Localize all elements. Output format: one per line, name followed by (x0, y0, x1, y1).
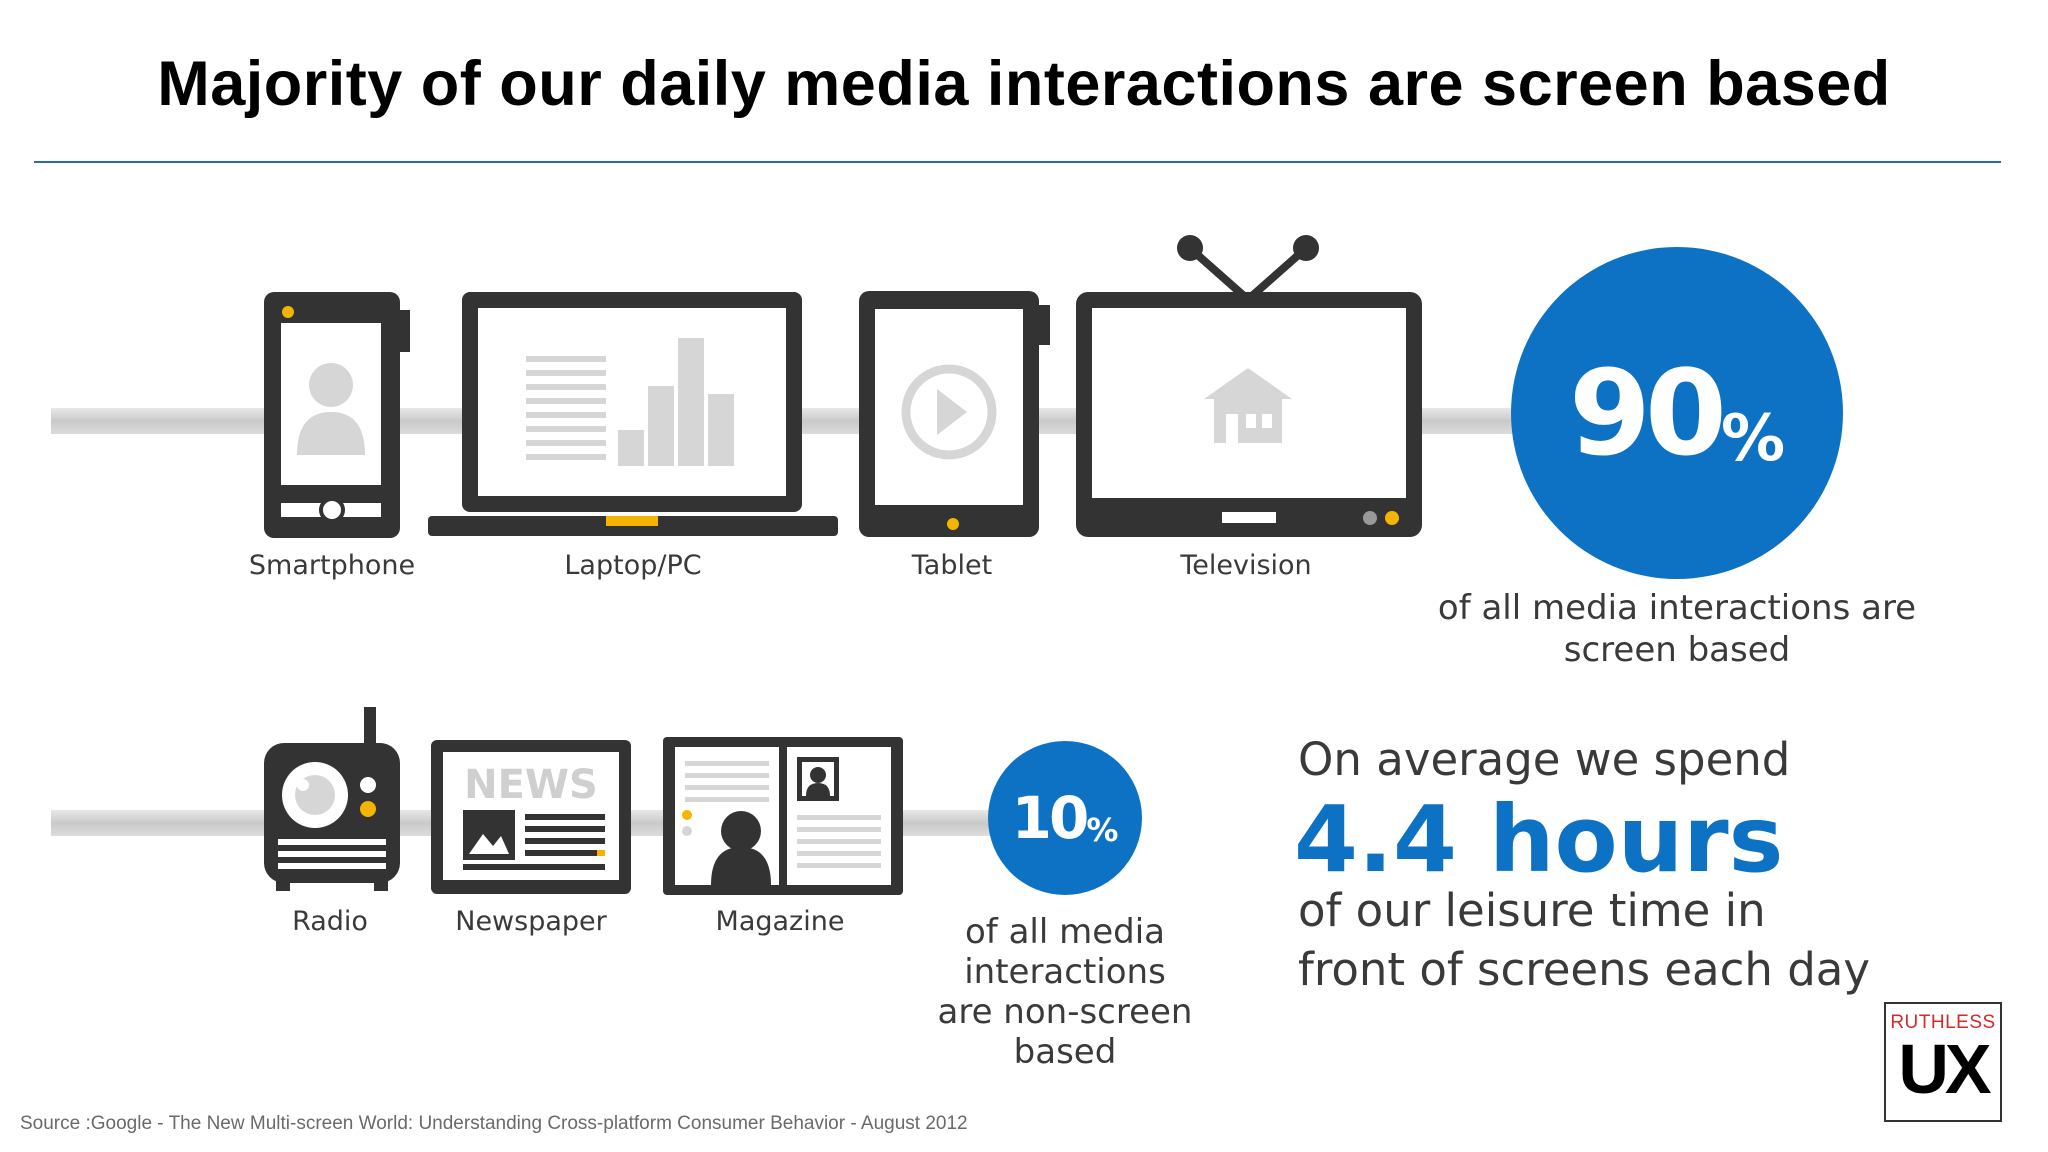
device-label-laptop: Laptop/PC (564, 550, 702, 581)
non-screen-stat-caption-4: based (1013, 1032, 1117, 1072)
device-label-newspaper: Newspaper (455, 906, 607, 937)
non-screen-stat-caption-3: are non-screen (937, 992, 1193, 1032)
device-label-television: Television (1180, 550, 1312, 581)
logo-top-text: RUTHLESS (1890, 1012, 1996, 1033)
magazine-icon (661, 735, 905, 897)
non-screen-stat-caption-2: interactions (964, 952, 1166, 992)
screen-stat-circle: 90% (1511, 247, 1843, 579)
non-screen-stat-value: 10 (1011, 784, 1090, 852)
non-screen-stat-unit: % (1086, 811, 1119, 849)
title-divider (34, 161, 2001, 163)
screen-stat-caption-line2: screen based (1563, 630, 1791, 670)
radio-icon (262, 705, 402, 895)
smartphone-icon (262, 290, 412, 540)
spend-intro: On average we spend (1298, 733, 1791, 786)
source-citation: Source :Google - The New Multi-screen Wo… (20, 1113, 968, 1134)
ruthless-ux-logo: RUTHLESS UX (1884, 1002, 2002, 1122)
television-icon (1074, 234, 1424, 539)
screen-stat-unit: % (1721, 402, 1786, 476)
spend-line3: front of screens each day (1298, 943, 1870, 996)
newspaper-icon: NEWS (429, 738, 633, 896)
tablet-icon (857, 289, 1053, 539)
logo-bottom-text: UX (1898, 1030, 1991, 1108)
non-screen-stat-circle: 10% (988, 741, 1142, 895)
laptop-icon (426, 290, 840, 540)
spend-hours: 4.4 hours (1294, 786, 1784, 893)
device-label-tablet: Tablet (911, 550, 993, 581)
non-screen-stat-caption-1: of all media (964, 912, 1165, 952)
spend-line2: of our leisure time in (1298, 884, 1766, 937)
screen-stat-value: 90 (1568, 344, 1727, 482)
newspaper-masthead: NEWS (464, 762, 598, 808)
device-label-smartphone: Smartphone (248, 550, 416, 581)
slide-title: Majority of our daily media interactions… (157, 49, 1891, 119)
screen-stat-caption-line1: of all media interactions are (1437, 588, 1917, 628)
device-label-magazine: Magazine (715, 906, 845, 937)
device-label-radio: Radio (292, 906, 368, 937)
